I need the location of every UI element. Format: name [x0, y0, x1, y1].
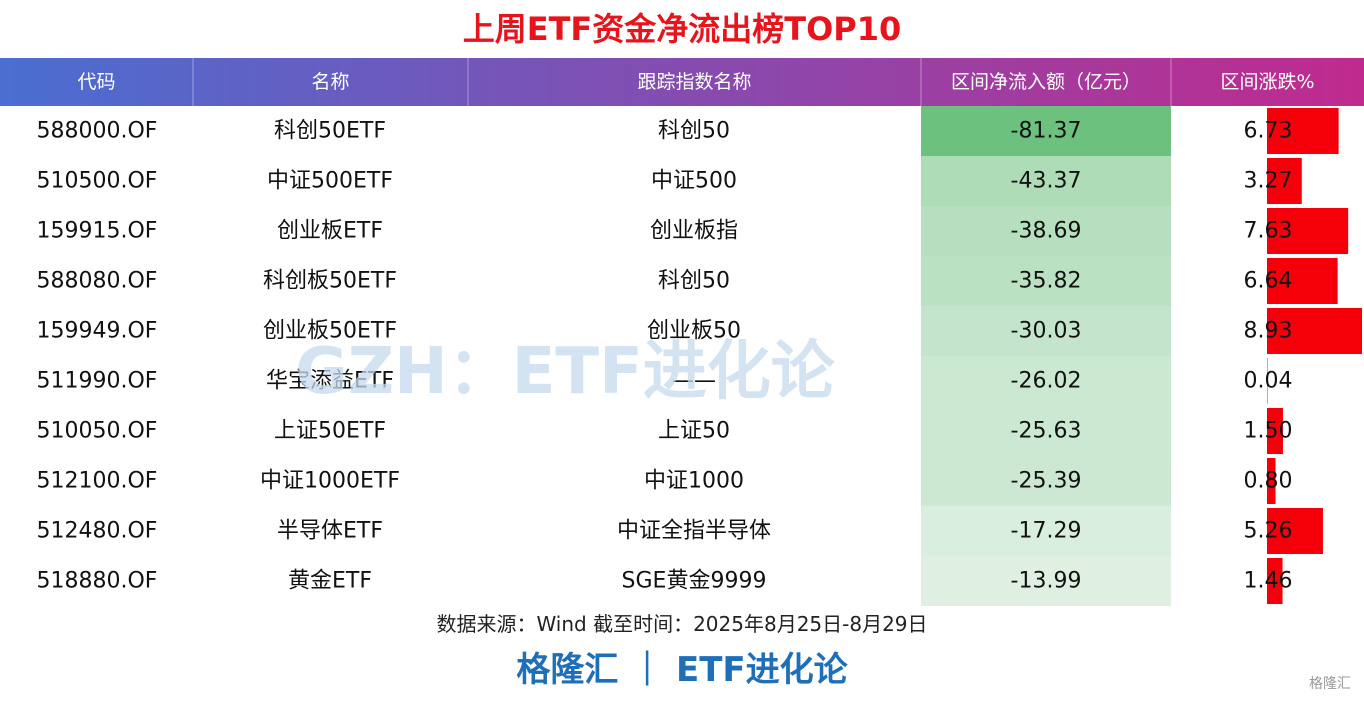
flow-cell-bg	[921, 306, 1171, 356]
flow-cell-bg	[921, 456, 1171, 506]
fund-name: 中证1000ETF	[260, 469, 400, 494]
flow-cell-bg	[921, 256, 1171, 306]
change-pct: 6.73	[1244, 119, 1293, 144]
index-name: SGE黄金9999	[622, 569, 767, 594]
fund-name: 创业板50ETF	[263, 319, 397, 344]
net-flow: -17.29	[1011, 519, 1082, 544]
change-bar	[1267, 158, 1302, 204]
code: 510050.OF	[37, 419, 158, 444]
header-cell: 名称	[311, 71, 349, 93]
header-cell: 区间净流入额（亿元）	[951, 71, 1141, 93]
flow-cell-bg	[921, 106, 1171, 156]
index-name: 科创50	[658, 119, 730, 144]
fund-name: 中证500ETF	[267, 169, 393, 194]
fund-name: 科创50ETF	[274, 119, 386, 144]
change-bar	[1267, 108, 1339, 154]
code: 510500.OF	[37, 169, 158, 194]
logo: 格隆汇	[1309, 676, 1351, 692]
change-pct: 3.27	[1244, 169, 1293, 194]
change-pct: 7.63	[1244, 219, 1293, 244]
index-name: 中证1000	[644, 469, 744, 494]
code: 518880.OF	[37, 569, 158, 594]
code: 588000.OF	[37, 119, 158, 144]
code: 512100.OF	[37, 469, 158, 494]
fund-name: 华宝添益ETF	[266, 369, 394, 394]
change-bar	[1267, 558, 1283, 604]
table: 代码 名称 跟踪指数名称 区间净流入额（亿元） 区间涨跌% 588000.OF 科创50ET…	[0, 58, 1364, 606]
flow-cell-bg	[921, 506, 1171, 556]
header-cell: 跟踪指数名称	[637, 71, 751, 93]
net-flow: -26.02	[1011, 369, 1082, 394]
change-bar	[1267, 458, 1276, 504]
change-pct: 0.80	[1244, 469, 1293, 494]
index-name: 上证50	[658, 419, 730, 444]
index-name: 科创50	[658, 269, 730, 294]
net-flow: -25.39	[1011, 469, 1082, 494]
code: 512480.OF	[37, 519, 158, 544]
code: 159915.OF	[37, 219, 158, 244]
net-flow: -30.03	[1011, 319, 1082, 344]
flow-cell-bg	[921, 356, 1171, 406]
change-pct: 6.64	[1244, 269, 1293, 294]
header-bg	[0, 58, 1364, 106]
flow-cell-bg	[921, 556, 1171, 606]
code: 511990.OF	[37, 369, 158, 394]
flow-cell-bg	[921, 156, 1171, 206]
fund-name: 科创板50ETF	[263, 269, 397, 294]
change-pct: 8.93	[1244, 319, 1293, 344]
watermark: GZH：ETF进化论	[295, 335, 836, 409]
change-bar	[1267, 408, 1283, 454]
net-flow: -25.63	[1011, 419, 1082, 444]
fund-name: 黄金ETF	[288, 569, 372, 594]
net-flow: -43.37	[1011, 169, 1082, 194]
index-name: 创业板50	[647, 319, 741, 344]
net-flow: -13.99	[1011, 569, 1082, 594]
change-bar	[1267, 258, 1338, 304]
index-name: 中证500	[651, 169, 737, 194]
net-flow: -38.69	[1011, 219, 1082, 244]
change-bar	[1267, 308, 1362, 354]
title: 上周ETF资金净流出榜TOP10	[463, 10, 902, 48]
source-note: 数据来源：Wind 截至时间：2025年8月25日-8月29日	[436, 612, 927, 636]
change-pct: 1.50	[1244, 419, 1293, 444]
flow-cell-bg	[921, 206, 1171, 256]
change-pct: 0.04	[1244, 369, 1293, 394]
change-bar	[1267, 508, 1323, 554]
fund-name: 半导体ETF	[277, 519, 383, 544]
footer-brand: 格隆汇 ｜ ETF进化论	[516, 650, 848, 690]
net-flow: -81.37	[1011, 119, 1082, 144]
flow-cell-bg	[921, 406, 1171, 456]
change-bar	[1267, 208, 1349, 254]
header-cell: 区间涨跌%	[1220, 71, 1314, 93]
change-pct: 1.46	[1244, 569, 1293, 594]
change-pct: 5.26	[1244, 519, 1293, 544]
index-name: 创业板指	[650, 219, 738, 244]
fund-name: 上证50ETF	[274, 419, 386, 444]
index-name: ——	[672, 369, 716, 394]
fund-name: 创业板ETF	[277, 219, 383, 244]
code: 159949.OF	[37, 319, 158, 344]
index-name: 中证全指半导体	[617, 519, 771, 544]
code: 588080.OF	[37, 269, 158, 294]
net-flow: -35.82	[1011, 269, 1082, 294]
header-cell: 代码	[77, 71, 115, 93]
